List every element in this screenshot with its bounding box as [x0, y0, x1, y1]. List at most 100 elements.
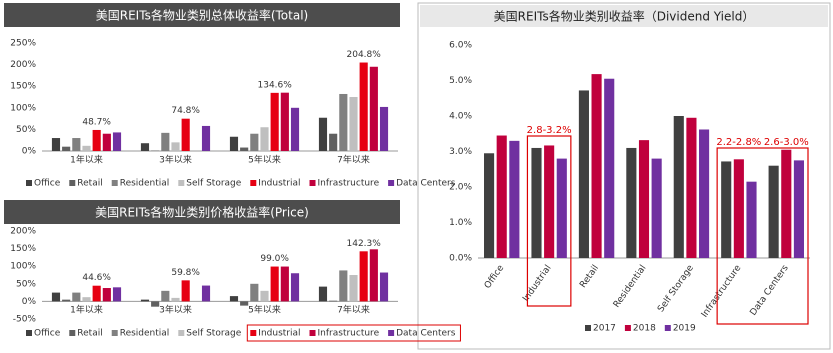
- y-tick-label: 3.0%: [449, 147, 472, 157]
- value-label: 204.8%: [347, 50, 382, 60]
- bar: [591, 74, 602, 258]
- bar: [733, 159, 744, 258]
- bar: [62, 146, 71, 151]
- title-bar: [420, 5, 828, 27]
- legend-label: Data Centers: [396, 329, 456, 339]
- bar: [140, 143, 150, 151]
- bar: [531, 147, 542, 258]
- bar: [349, 275, 358, 302]
- legend-highlight: [246, 324, 461, 342]
- bar: [112, 132, 122, 151]
- x-tick-label: Residential: [612, 263, 649, 309]
- x-tick-label: Self Storage: [656, 263, 696, 314]
- bar: [604, 78, 615, 258]
- bar: [270, 266, 279, 302]
- legend-swatch: [624, 325, 631, 331]
- x-tick-label: Industrial: [521, 263, 553, 303]
- value-label: 134.6%: [258, 80, 293, 90]
- legend-swatch: [69, 180, 76, 186]
- y-tick-label: -50%: [13, 315, 37, 325]
- y-tick-label: 200%: [10, 227, 36, 237]
- bar: [651, 158, 662, 258]
- bar: [250, 133, 259, 151]
- x-tick-label: Office: [483, 263, 507, 291]
- bar: [369, 66, 378, 151]
- bar: [151, 301, 160, 307]
- bar: [379, 272, 389, 302]
- bar: [102, 288, 111, 302]
- bar: [201, 285, 211, 302]
- legend-swatch: [388, 330, 395, 336]
- bar: [793, 160, 804, 258]
- bar: [140, 299, 150, 302]
- chart-title: 美国REITs各物业类别总体收益率(Total): [96, 8, 308, 23]
- legend-label: Retail: [77, 179, 102, 189]
- chart-title: 美国REITs各物业类别价格收益率(Price): [95, 205, 309, 220]
- bar: [181, 118, 190, 151]
- bar: [92, 129, 101, 151]
- legend-swatch: [309, 180, 316, 186]
- bar: [626, 147, 637, 258]
- x-tick-label: 5年以来: [248, 154, 281, 166]
- bar: [349, 97, 358, 151]
- legend-swatch: [111, 180, 118, 186]
- x-tick-label: 1年以来: [70, 154, 103, 166]
- y-tick-label: 0%: [22, 147, 37, 157]
- bar: [578, 90, 589, 258]
- y-tick-label: 100%: [10, 103, 36, 113]
- chart-title: 美国REITs各物业类别收益率（Dividend Yield）: [494, 9, 755, 24]
- x-tick-label: 1年以来: [70, 304, 103, 316]
- bar: [181, 280, 190, 302]
- bar: [240, 147, 249, 151]
- bar: [721, 161, 732, 258]
- legend-label: Residential: [120, 179, 170, 189]
- y-tick-label: 6.0%: [449, 41, 472, 51]
- legend-label: Office: [34, 179, 61, 189]
- annotation: 2.6-3.0%: [764, 137, 809, 148]
- bar: [746, 181, 757, 258]
- legend-swatch: [178, 330, 185, 336]
- bar: [62, 299, 71, 302]
- bar: [229, 136, 239, 151]
- bar: [82, 145, 91, 151]
- bar: [781, 149, 792, 258]
- bar: [92, 285, 101, 302]
- value-label: 74.8%: [171, 106, 200, 116]
- annotation: 2.2-2.8%: [716, 137, 761, 148]
- legend-swatch: [664, 325, 671, 331]
- y-tick-label: 150%: [10, 82, 36, 92]
- x-tick-label: 3年以来: [159, 304, 192, 316]
- bar: [379, 106, 389, 151]
- panel-border: [417, 2, 831, 350]
- bar: [339, 270, 348, 302]
- legend-label: Self Storage: [186, 179, 241, 189]
- legend-swatch: [111, 330, 118, 336]
- value-label: 99.0%: [260, 254, 289, 264]
- legend-label: Residential: [120, 329, 170, 339]
- legend-label: Infrastructure: [318, 329, 380, 339]
- bar: [329, 133, 338, 151]
- legend-label: Retail: [77, 329, 102, 339]
- legend-label: Industrial: [258, 179, 300, 189]
- y-tick-label: 0%: [22, 297, 37, 307]
- bar: [496, 135, 507, 258]
- bar: [359, 62, 368, 152]
- legend-swatch: [585, 325, 591, 331]
- y-tick-label: 50%: [16, 279, 36, 289]
- bar: [102, 133, 111, 151]
- legend-label: Industrial: [258, 329, 300, 339]
- bar: [544, 145, 555, 258]
- legend-swatch: [178, 180, 185, 186]
- bar: [290, 273, 300, 302]
- legend-swatch: [250, 330, 257, 336]
- bar: [318, 117, 328, 151]
- legend-swatch: [69, 330, 76, 336]
- value-label: 142.3%: [347, 239, 382, 249]
- title-bar: [4, 200, 400, 224]
- bar: [171, 297, 180, 302]
- title-bar: [4, 3, 400, 27]
- bar: [51, 138, 61, 151]
- y-tick-label: 0.0%: [449, 254, 472, 264]
- legend-label: 2019: [673, 324, 696, 334]
